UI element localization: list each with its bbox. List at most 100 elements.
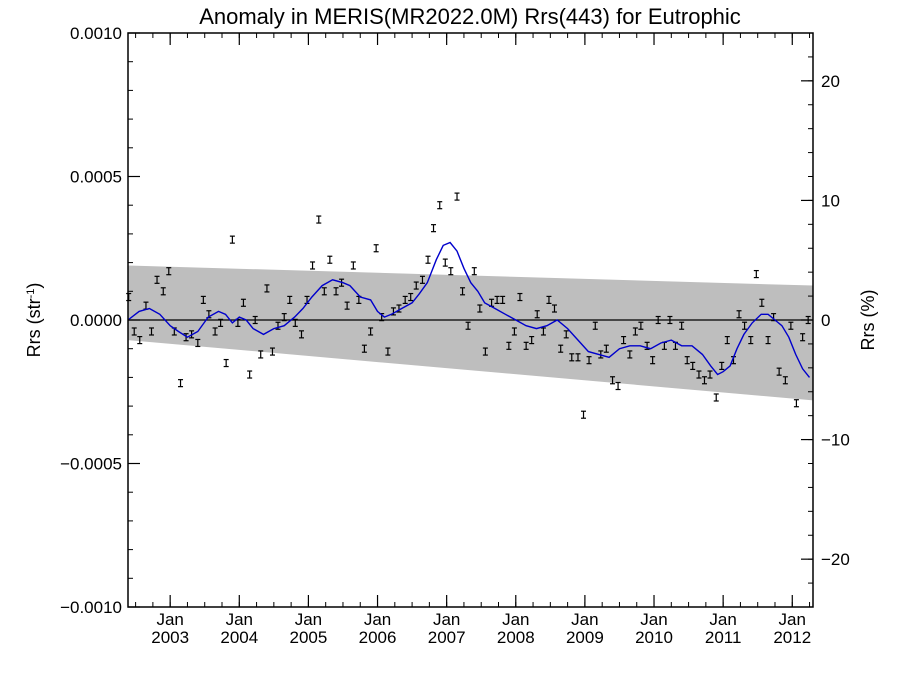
data-point	[523, 341, 529, 350]
data-point	[344, 301, 350, 310]
uncertainty-band	[128, 265, 813, 401]
data-point	[131, 327, 137, 336]
data-point	[511, 327, 517, 336]
data-point	[477, 304, 483, 313]
data-point	[269, 347, 275, 356]
x-tick-year: 2006	[359, 628, 397, 647]
x-tick-year: 2012	[773, 628, 811, 647]
x-tick-month: Jan	[156, 610, 183, 629]
data-point	[638, 321, 644, 330]
data-point	[160, 287, 166, 296]
data-point	[690, 361, 696, 371]
data-point	[563, 330, 569, 339]
data-point	[701, 376, 707, 385]
data-point	[419, 275, 425, 284]
data-point	[753, 269, 759, 279]
data-point	[575, 353, 581, 362]
data-point	[460, 287, 466, 296]
data-point	[454, 192, 460, 201]
x-tick-year: 2004	[220, 628, 258, 647]
right-tick-label: −20	[821, 550, 850, 569]
data-point	[793, 399, 799, 408]
data-point	[569, 353, 575, 362]
data-point	[240, 298, 246, 307]
data-point	[247, 370, 253, 379]
data-point	[292, 318, 298, 327]
x-tick-year: 2008	[497, 628, 535, 647]
x-tick-month: Jan	[364, 610, 391, 629]
data-point	[310, 261, 316, 270]
x-tick-month: Jan	[640, 610, 667, 629]
data-point	[373, 244, 379, 253]
x-tick-month: Jan	[502, 610, 529, 629]
x-tick-year: 2005	[289, 628, 327, 647]
x-tick-month: Jan	[433, 610, 460, 629]
data-point	[442, 258, 448, 267]
data-point	[413, 281, 419, 290]
data-point	[200, 295, 206, 305]
right-tick-label: 10	[821, 191, 840, 210]
data-point	[316, 215, 322, 224]
data-point	[327, 255, 333, 264]
data-point	[765, 335, 771, 345]
data-point	[183, 333, 189, 342]
data-point	[252, 315, 258, 325]
data-point	[402, 295, 408, 305]
data-point	[287, 295, 293, 305]
data-point	[264, 284, 270, 293]
right-tick-label: 20	[821, 72, 840, 91]
data-point	[679, 321, 685, 330]
data-points-layer	[126, 192, 811, 419]
data-point	[506, 341, 512, 350]
data-point	[742, 321, 748, 330]
x-tick-year: 2010	[635, 628, 673, 647]
data-point	[592, 321, 598, 330]
data-point	[385, 347, 391, 356]
data-point	[448, 267, 454, 276]
x-tick-month: Jan	[295, 610, 322, 629]
data-point	[178, 379, 184, 388]
data-point	[218, 318, 224, 327]
data-point	[223, 358, 229, 368]
data-point	[482, 347, 488, 356]
data-point	[540, 327, 546, 336]
smoothed-line-layer	[127, 241, 811, 378]
left-axis-label-sup: -1	[25, 289, 37, 299]
data-point	[707, 370, 713, 379]
data-point	[627, 350, 633, 359]
left-tick-label: 0.0005	[70, 168, 122, 187]
data-point	[800, 333, 806, 342]
x-tick-month: Jan	[226, 610, 253, 629]
data-point	[195, 338, 201, 348]
data-point	[425, 255, 431, 264]
data-point	[546, 295, 552, 305]
data-point	[713, 393, 719, 402]
data-point	[610, 376, 616, 385]
data-point	[621, 335, 627, 345]
data-point	[655, 315, 661, 325]
data-point	[719, 361, 725, 371]
data-point	[581, 410, 587, 419]
data-point	[471, 267, 477, 276]
x-tick-month: Jan	[709, 610, 736, 629]
data-point	[603, 344, 609, 353]
data-point	[361, 344, 367, 353]
data-point	[724, 335, 730, 345]
left-axis-label-end: )	[24, 283, 44, 289]
left-axis-label-base: Rrs (str	[24, 298, 44, 357]
data-point	[736, 310, 742, 319]
data-point	[166, 267, 172, 276]
data-point	[500, 295, 506, 305]
uncertainty-band-layer	[128, 265, 813, 401]
left-tick-label: −0.0005	[60, 455, 122, 474]
data-point	[149, 327, 155, 336]
data-point	[615, 381, 621, 391]
data-point	[408, 292, 414, 302]
data-point	[431, 224, 437, 233]
data-point	[212, 327, 218, 336]
data-point	[333, 287, 339, 296]
data-point	[586, 356, 592, 365]
data-point	[494, 295, 500, 305]
data-point	[154, 275, 160, 284]
